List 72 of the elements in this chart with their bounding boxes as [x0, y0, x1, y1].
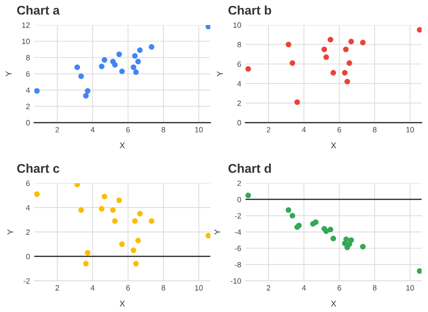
point — [206, 232, 210, 238]
chart-title: Chart b — [228, 5, 272, 15]
point — [206, 24, 210, 30]
point — [137, 210, 143, 216]
point — [116, 51, 122, 58]
x-axis-title: X — [120, 300, 125, 306]
y-axis-title: Y — [7, 229, 14, 235]
point — [135, 238, 141, 244]
point — [348, 237, 354, 243]
point — [323, 54, 329, 60]
point — [83, 260, 89, 266]
point — [135, 58, 141, 64]
point — [34, 191, 40, 197]
point — [343, 236, 349, 242]
point — [321, 46, 328, 52]
point — [360, 244, 366, 250]
point — [132, 53, 138, 59]
point — [343, 46, 349, 52]
point — [84, 88, 90, 94]
point — [346, 60, 352, 66]
chart-title: Chart c — [17, 164, 60, 173]
point — [286, 42, 292, 48]
point — [133, 260, 139, 266]
y-axis-title: Y — [6, 71, 12, 76]
point — [290, 212, 296, 218]
x-axis-title: X — [330, 300, 336, 306]
point — [78, 207, 84, 213]
point — [130, 64, 136, 70]
point — [84, 250, 90, 256]
point — [312, 219, 319, 225]
point — [78, 73, 84, 80]
chart-title: Chart a — [17, 5, 60, 15]
point — [132, 218, 138, 224]
point — [98, 206, 104, 212]
point — [360, 40, 366, 46]
y-axis-title: Y — [214, 229, 220, 235]
x-axis-title: X — [120, 142, 125, 148]
point — [328, 36, 334, 42]
point — [416, 27, 422, 33]
x-axis-title: X — [330, 142, 336, 148]
point — [112, 218, 118, 224]
point — [290, 60, 296, 66]
point — [133, 69, 139, 75]
point — [330, 236, 336, 242]
point — [294, 99, 300, 105]
point — [323, 228, 329, 234]
point — [83, 92, 89, 99]
point — [102, 194, 108, 200]
point — [119, 68, 125, 74]
point — [148, 218, 154, 224]
point — [344, 78, 350, 84]
point — [148, 44, 154, 50]
point — [330, 70, 336, 76]
point — [116, 197, 122, 204]
point — [137, 47, 143, 53]
point — [34, 88, 40, 94]
point — [130, 248, 136, 254]
point — [328, 226, 334, 232]
point — [416, 268, 422, 274]
point — [98, 64, 104, 70]
point — [286, 207, 292, 213]
point — [246, 192, 251, 198]
point — [112, 62, 118, 68]
point — [110, 207, 116, 213]
point — [246, 66, 251, 72]
chart-title: Chart d — [228, 164, 271, 173]
point — [102, 57, 108, 63]
y-axis-title: Y — [217, 71, 223, 76]
point — [119, 241, 125, 247]
point — [74, 64, 80, 70]
point — [342, 70, 348, 76]
point — [348, 38, 354, 44]
